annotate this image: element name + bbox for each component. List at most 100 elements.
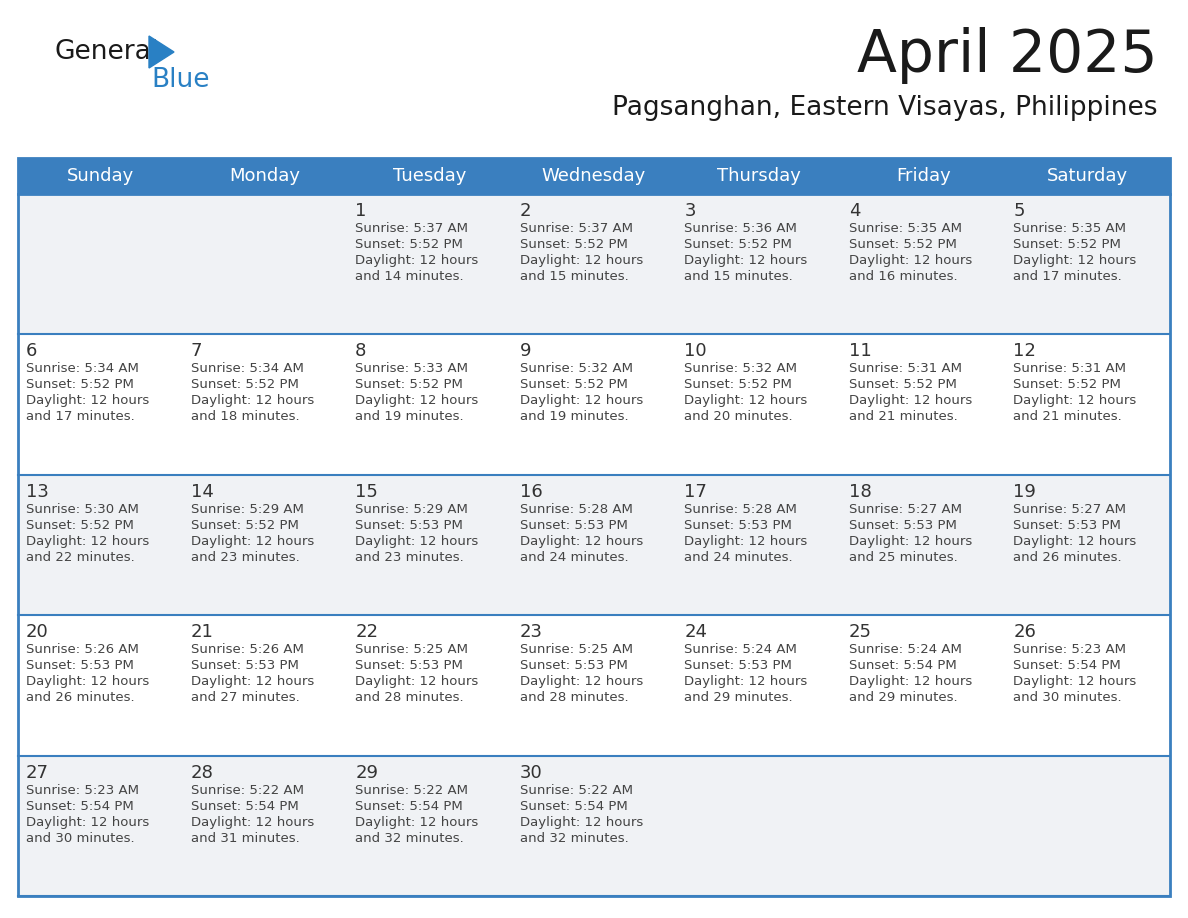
Text: and 24 minutes.: and 24 minutes. <box>684 551 792 564</box>
Text: 11: 11 <box>849 342 872 361</box>
Text: Blue: Blue <box>151 67 209 93</box>
Text: Daylight: 12 hours: Daylight: 12 hours <box>684 395 808 408</box>
Text: Sunset: 5:52 PM: Sunset: 5:52 PM <box>1013 238 1121 251</box>
Text: Sunset: 5:52 PM: Sunset: 5:52 PM <box>190 519 298 532</box>
Text: Sunrise: 5:30 AM: Sunrise: 5:30 AM <box>26 503 139 516</box>
Text: Sunset: 5:54 PM: Sunset: 5:54 PM <box>519 800 627 812</box>
Bar <box>183 475 347 615</box>
Text: and 20 minutes.: and 20 minutes. <box>684 410 792 423</box>
Text: Sunrise: 5:33 AM: Sunrise: 5:33 AM <box>355 363 468 375</box>
Bar <box>347 615 512 756</box>
Text: Sunset: 5:54 PM: Sunset: 5:54 PM <box>849 659 956 672</box>
Text: and 16 minutes.: and 16 minutes. <box>849 270 958 283</box>
Text: 24: 24 <box>684 623 707 641</box>
Text: Daylight: 12 hours: Daylight: 12 hours <box>1013 395 1137 408</box>
Text: Sunset: 5:53 PM: Sunset: 5:53 PM <box>519 519 627 532</box>
Bar <box>1005 194 1170 334</box>
Text: Friday: Friday <box>896 167 950 185</box>
Text: 5: 5 <box>1013 202 1025 220</box>
Text: 7: 7 <box>190 342 202 361</box>
Text: Daylight: 12 hours: Daylight: 12 hours <box>26 676 150 688</box>
Text: Sunset: 5:52 PM: Sunset: 5:52 PM <box>26 519 134 532</box>
Text: 30: 30 <box>519 764 543 781</box>
Text: and 29 minutes.: and 29 minutes. <box>684 691 792 704</box>
Text: Sunrise: 5:26 AM: Sunrise: 5:26 AM <box>190 644 303 656</box>
Text: April 2025: April 2025 <box>858 27 1158 84</box>
Text: and 17 minutes.: and 17 minutes. <box>26 410 134 423</box>
Text: Sunset: 5:54 PM: Sunset: 5:54 PM <box>26 800 134 812</box>
Text: and 19 minutes.: and 19 minutes. <box>355 410 463 423</box>
Text: Daylight: 12 hours: Daylight: 12 hours <box>519 676 643 688</box>
Bar <box>18 475 183 615</box>
Bar <box>18 615 183 756</box>
Text: and 21 minutes.: and 21 minutes. <box>849 410 958 423</box>
Text: Sunset: 5:52 PM: Sunset: 5:52 PM <box>1013 378 1121 391</box>
Bar <box>183 615 347 756</box>
Text: Sunset: 5:52 PM: Sunset: 5:52 PM <box>849 378 956 391</box>
Text: Daylight: 12 hours: Daylight: 12 hours <box>190 535 314 548</box>
Text: Sunrise: 5:24 AM: Sunrise: 5:24 AM <box>849 644 962 656</box>
Text: Sunrise: 5:37 AM: Sunrise: 5:37 AM <box>355 222 468 235</box>
Bar <box>841 194 1005 334</box>
Text: Sunrise: 5:26 AM: Sunrise: 5:26 AM <box>26 644 139 656</box>
Text: Monday: Monday <box>229 167 301 185</box>
Text: 16: 16 <box>519 483 543 501</box>
Text: Daylight: 12 hours: Daylight: 12 hours <box>26 395 150 408</box>
Text: Sunset: 5:52 PM: Sunset: 5:52 PM <box>355 378 463 391</box>
Text: Daylight: 12 hours: Daylight: 12 hours <box>849 395 972 408</box>
Text: 4: 4 <box>849 202 860 220</box>
Text: Sunday: Sunday <box>67 167 134 185</box>
Text: and 18 minutes.: and 18 minutes. <box>190 410 299 423</box>
Text: and 31 minutes.: and 31 minutes. <box>190 832 299 845</box>
Text: Daylight: 12 hours: Daylight: 12 hours <box>26 535 150 548</box>
Text: and 30 minutes.: and 30 minutes. <box>26 832 134 845</box>
Text: and 24 minutes.: and 24 minutes. <box>519 551 628 564</box>
Text: Pagsanghan, Eastern Visayas, Philippines: Pagsanghan, Eastern Visayas, Philippines <box>613 95 1158 121</box>
Bar <box>183 194 347 334</box>
Bar <box>347 475 512 615</box>
Text: and 32 minutes.: and 32 minutes. <box>519 832 628 845</box>
Text: Sunrise: 5:28 AM: Sunrise: 5:28 AM <box>684 503 797 516</box>
Text: Sunset: 5:53 PM: Sunset: 5:53 PM <box>355 659 463 672</box>
Text: Sunrise: 5:22 AM: Sunrise: 5:22 AM <box>519 784 633 797</box>
Text: Sunrise: 5:34 AM: Sunrise: 5:34 AM <box>26 363 139 375</box>
Text: and 15 minutes.: and 15 minutes. <box>684 270 794 283</box>
Text: Sunrise: 5:35 AM: Sunrise: 5:35 AM <box>849 222 962 235</box>
Text: and 23 minutes.: and 23 minutes. <box>355 551 463 564</box>
Text: 1: 1 <box>355 202 367 220</box>
Text: Sunrise: 5:25 AM: Sunrise: 5:25 AM <box>519 644 633 656</box>
Text: Daylight: 12 hours: Daylight: 12 hours <box>190 395 314 408</box>
Text: Daylight: 12 hours: Daylight: 12 hours <box>1013 254 1137 267</box>
Text: Daylight: 12 hours: Daylight: 12 hours <box>849 254 972 267</box>
Text: Daylight: 12 hours: Daylight: 12 hours <box>355 535 479 548</box>
Bar <box>841 615 1005 756</box>
Bar <box>841 475 1005 615</box>
Text: Sunset: 5:53 PM: Sunset: 5:53 PM <box>684 659 792 672</box>
Bar <box>676 194 841 334</box>
Text: 3: 3 <box>684 202 696 220</box>
Text: Sunrise: 5:29 AM: Sunrise: 5:29 AM <box>355 503 468 516</box>
Bar <box>347 194 512 334</box>
Text: Sunset: 5:52 PM: Sunset: 5:52 PM <box>684 238 792 251</box>
Bar <box>18 756 183 896</box>
Text: 18: 18 <box>849 483 872 501</box>
Text: Daylight: 12 hours: Daylight: 12 hours <box>190 676 314 688</box>
Text: 15: 15 <box>355 483 378 501</box>
Text: 6: 6 <box>26 342 37 361</box>
Text: Daylight: 12 hours: Daylight: 12 hours <box>519 535 643 548</box>
Text: Daylight: 12 hours: Daylight: 12 hours <box>519 395 643 408</box>
Text: 23: 23 <box>519 623 543 641</box>
Text: and 28 minutes.: and 28 minutes. <box>355 691 463 704</box>
Bar <box>676 334 841 475</box>
Text: and 30 minutes.: and 30 minutes. <box>1013 691 1121 704</box>
Text: and 29 minutes.: and 29 minutes. <box>849 691 958 704</box>
Bar <box>18 158 1170 896</box>
Text: Daylight: 12 hours: Daylight: 12 hours <box>684 254 808 267</box>
Text: Sunset: 5:52 PM: Sunset: 5:52 PM <box>26 378 134 391</box>
Text: 29: 29 <box>355 764 378 781</box>
Text: 27: 27 <box>26 764 49 781</box>
Text: Daylight: 12 hours: Daylight: 12 hours <box>519 815 643 829</box>
Bar <box>512 756 676 896</box>
Text: Sunrise: 5:34 AM: Sunrise: 5:34 AM <box>190 363 303 375</box>
Bar <box>676 615 841 756</box>
